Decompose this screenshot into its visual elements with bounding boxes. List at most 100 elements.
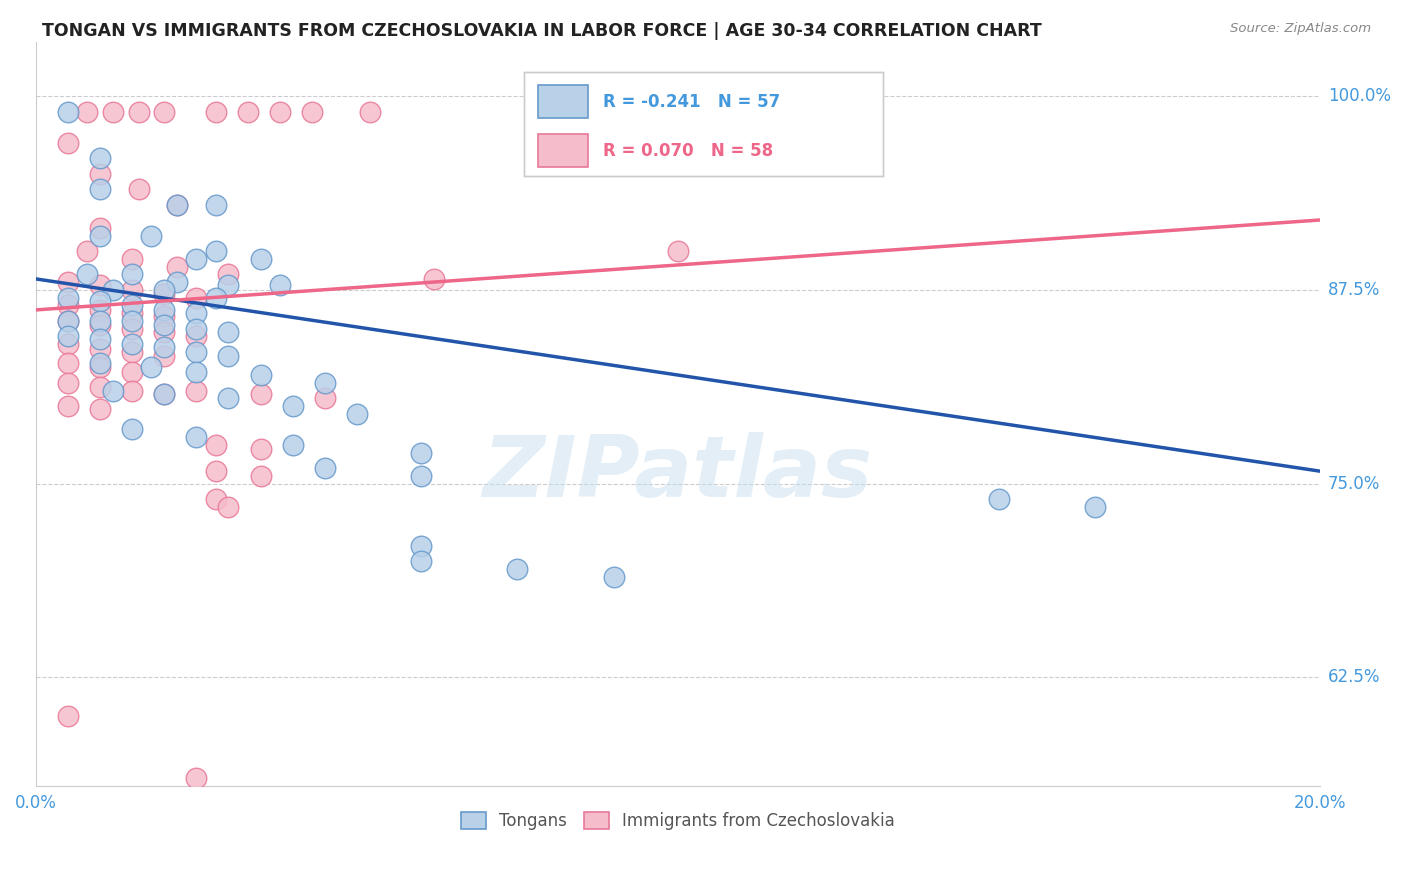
Point — [56, 314, 79, 328]
Text: Source: ZipAtlas.com: Source: ZipAtlas.com — [1230, 22, 1371, 36]
Point — [89, 356, 111, 370]
Point — [121, 314, 143, 328]
Point — [204, 464, 226, 478]
Point — [121, 298, 143, 312]
Point — [89, 380, 111, 394]
Point — [249, 468, 271, 483]
Point — [89, 220, 111, 235]
Point — [249, 252, 271, 266]
Point — [218, 500, 240, 514]
Point — [249, 386, 271, 401]
Point — [166, 197, 188, 211]
Point — [76, 244, 98, 258]
Legend: Tongans, Immigrants from Czechoslovakia: Tongans, Immigrants from Czechoslovakia — [454, 805, 901, 837]
Point — [204, 491, 226, 506]
Point — [89, 332, 111, 346]
Point — [153, 350, 176, 364]
Point — [602, 569, 624, 583]
Point — [166, 275, 188, 289]
Point — [56, 298, 79, 312]
Point — [204, 197, 226, 211]
Text: 75.0%: 75.0% — [1329, 475, 1381, 492]
Point — [409, 539, 432, 553]
Point — [56, 329, 79, 343]
Point — [121, 365, 143, 379]
Point — [56, 136, 79, 150]
Point — [186, 344, 208, 359]
Point — [128, 104, 150, 119]
Point — [56, 399, 79, 413]
Point — [218, 350, 240, 364]
Point — [56, 275, 79, 289]
Point — [56, 337, 79, 351]
Point — [121, 422, 143, 436]
Point — [89, 342, 111, 356]
Point — [153, 309, 176, 323]
Point — [281, 438, 304, 452]
Point — [423, 272, 446, 286]
Point — [166, 197, 188, 211]
Point — [141, 228, 163, 243]
Point — [153, 104, 176, 119]
Point — [76, 104, 98, 119]
Point — [166, 260, 188, 274]
Point — [314, 461, 336, 475]
Point — [89, 314, 111, 328]
Point — [89, 318, 111, 333]
Point — [141, 360, 163, 375]
Point — [121, 283, 143, 297]
Point — [204, 291, 226, 305]
Point — [186, 384, 208, 398]
Point — [186, 430, 208, 444]
Point — [186, 321, 208, 335]
Point — [218, 391, 240, 405]
Point — [186, 291, 208, 305]
Point — [186, 365, 208, 379]
Point — [89, 360, 111, 375]
Point — [218, 267, 240, 281]
Point — [56, 376, 79, 390]
Point — [987, 491, 1010, 506]
Point — [346, 407, 368, 421]
Point — [121, 252, 143, 266]
Point — [666, 244, 689, 258]
Point — [89, 278, 111, 293]
Point — [153, 283, 176, 297]
Point — [56, 291, 79, 305]
Point — [204, 244, 226, 258]
Point — [89, 151, 111, 165]
Point — [236, 104, 259, 119]
Text: 87.5%: 87.5% — [1329, 281, 1381, 299]
Point — [121, 321, 143, 335]
Point — [218, 325, 240, 339]
Text: 62.5%: 62.5% — [1329, 668, 1381, 686]
Point — [56, 709, 79, 723]
Point — [269, 278, 291, 293]
Point — [128, 182, 150, 196]
Point — [409, 468, 432, 483]
Point — [153, 302, 176, 317]
Point — [204, 438, 226, 452]
Point — [281, 399, 304, 413]
Point — [153, 287, 176, 301]
Point — [1084, 500, 1107, 514]
Point — [101, 104, 124, 119]
Text: ZIPatlas: ZIPatlas — [482, 432, 873, 515]
Point — [89, 302, 111, 317]
Point — [314, 376, 336, 390]
Point — [301, 104, 323, 119]
Point — [89, 167, 111, 181]
Point — [186, 771, 208, 785]
Point — [89, 402, 111, 417]
Point — [89, 293, 111, 308]
Point — [121, 267, 143, 281]
Point — [101, 283, 124, 297]
Point — [153, 340, 176, 354]
Point — [89, 182, 111, 196]
Point — [76, 267, 98, 281]
Point — [506, 562, 529, 576]
Point — [249, 442, 271, 457]
Point — [56, 104, 79, 119]
Point — [56, 314, 79, 328]
Point — [101, 384, 124, 398]
